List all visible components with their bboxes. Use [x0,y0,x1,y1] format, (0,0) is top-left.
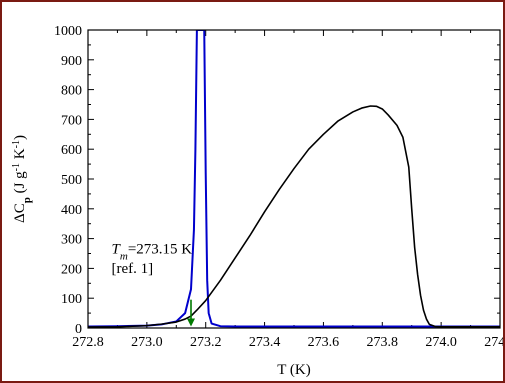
x-axis-title: T (K) [277,362,310,378]
y-axis-title-exp2: -1 [11,140,22,148]
y-tick-label: 600 [61,143,82,158]
x-tick-label: 273.4 [249,335,281,350]
y-tick-label: 700 [61,113,82,128]
y-axis-title-delta: ΔC [12,203,28,223]
y-axis-title-unit-close: ) [12,135,28,140]
x-tick-label: 272.8 [72,335,104,350]
annotation-melting-temperature: Tm=273.15 K [112,242,193,263]
arrow-head-icon [187,318,195,327]
annotation-reference: [ref. 1] [112,261,154,277]
y-axis-title-unit-open: (J g [12,171,28,197]
x-tick-label: 274.0 [425,335,457,350]
series-line-0 [88,30,500,328]
plot-area-border [87,29,501,329]
y-axis-title-sub: p [21,197,33,203]
y-tick-label: 300 [61,233,82,248]
x-tick-label: 273.2 [190,335,222,350]
y-tick-label: 1000 [54,24,82,39]
annotation-symbol: T [112,242,122,258]
ticks-layer [87,29,501,329]
y-tick-label: 800 [61,84,82,99]
y-tick-label: 200 [61,262,82,277]
x-tick-label: 273.8 [367,335,399,350]
series-line-1 [88,105,500,328]
y-axis-title-exp1: -1 [11,163,22,171]
y-tick-label: 900 [61,54,82,69]
y-tick-label: 100 [61,292,82,307]
annotations-layer: Tm=273.15 K[ref. 1] [112,242,195,327]
x-tick-label: 273.0 [131,335,163,350]
series-layer [88,30,500,328]
annotation-value: =273.15 K [128,242,192,258]
x-tick-label: 273.6 [308,335,340,350]
y-tick-label: 500 [61,173,82,188]
y-axis-title-unit-mid: K [12,148,28,163]
y-tick-label: 0 [75,322,82,337]
labels-layer: 272.8 273.0 273.2 273.4 273.6 273.8 274.0 274.2… [54,24,503,350]
x-tick-label: 274.2 [484,335,503,350]
annotation-subscript: m [120,251,128,263]
y-axis-title: ΔCp (J g-1 K-1) [11,135,34,223]
y-tick-label: 400 [61,203,82,218]
